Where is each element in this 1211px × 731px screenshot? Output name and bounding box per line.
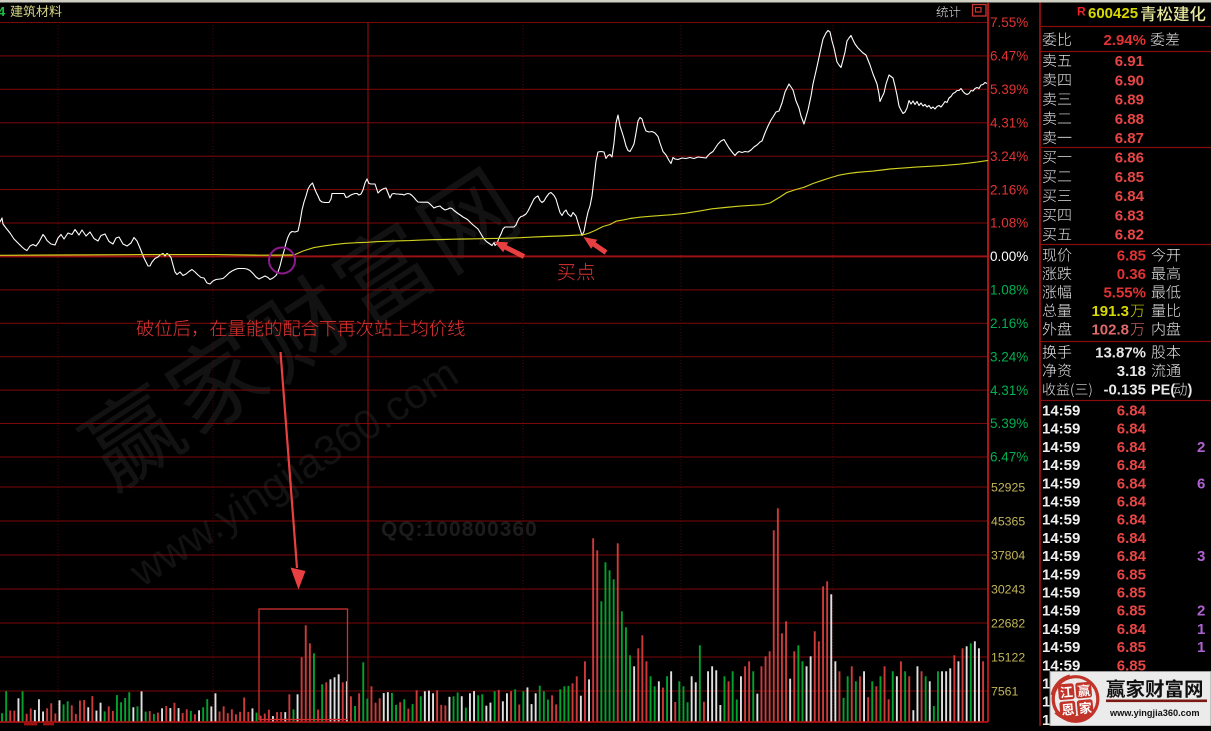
svg-text:0.36: 0.36 [1117, 266, 1146, 283]
svg-text:14:59: 14:59 [1042, 530, 1080, 547]
svg-text:6.85: 6.85 [1117, 639, 1146, 656]
svg-text:102.8: 102.8 [1091, 322, 1129, 339]
svg-text:2.16%: 2.16% [990, 182, 1028, 197]
svg-text:6.86: 6.86 [1115, 150, 1144, 167]
svg-text:6.84: 6.84 [1117, 530, 1147, 547]
svg-text:6.88: 6.88 [1115, 111, 1144, 128]
svg-text:7561: 7561 [991, 684, 1019, 698]
svg-text:6.85: 6.85 [1117, 657, 1146, 674]
svg-text:6.84: 6.84 [1117, 421, 1147, 438]
svg-text:600425: 600425 [1088, 5, 1138, 22]
svg-text:6.91: 6.91 [1115, 53, 1144, 70]
svg-text:1: 1 [1197, 639, 1205, 656]
svg-text:4.31%: 4.31% [990, 116, 1028, 131]
svg-text:22682: 22682 [991, 616, 1025, 630]
svg-text:6.84: 6.84 [1117, 403, 1147, 420]
svg-text:1.08%: 1.08% [990, 216, 1028, 231]
svg-text:PE(: PE( [1151, 383, 1175, 399]
svg-text:2.16%: 2.16% [990, 316, 1028, 331]
svg-text:1: 1 [1042, 676, 1050, 693]
svg-text:6.84: 6.84 [1117, 475, 1147, 492]
svg-text:6.84: 6.84 [1115, 188, 1145, 205]
svg-text:6.47%: 6.47% [990, 49, 1028, 64]
svg-text:): ) [1188, 383, 1193, 399]
svg-text:0.00%: 0.00% [990, 249, 1028, 264]
svg-text:15122: 15122 [991, 650, 1025, 664]
svg-text:14:59: 14:59 [1042, 512, 1080, 529]
svg-text:14:59: 14:59 [1042, 657, 1080, 674]
svg-text:6.85: 6.85 [1117, 603, 1146, 620]
svg-text:14:59: 14:59 [1042, 494, 1080, 511]
svg-text:45365: 45365 [991, 514, 1025, 528]
svg-text:2: 2 [1197, 439, 1205, 456]
svg-text:6.84: 6.84 [1117, 512, 1147, 529]
svg-text:4: 4 [0, 4, 6, 19]
svg-text:14:59: 14:59 [1042, 457, 1080, 474]
svg-text:14:59: 14:59 [1042, 403, 1080, 420]
svg-text:6.84: 6.84 [1117, 548, 1147, 565]
svg-text:www.yingjia360.com: www.yingjia360.com [1109, 708, 1200, 718]
svg-text:6.85: 6.85 [1117, 248, 1146, 265]
svg-text:14:59: 14:59 [1042, 475, 1080, 492]
svg-text:6.84: 6.84 [1117, 621, 1147, 638]
svg-text:14:59: 14:59 [1042, 566, 1080, 583]
svg-text:1: 1 [1197, 621, 1205, 638]
svg-text:2.94%: 2.94% [1103, 32, 1146, 49]
svg-text:13.87%: 13.87% [1095, 345, 1146, 362]
svg-text:6.83: 6.83 [1115, 207, 1144, 224]
svg-text:1: 1 [1042, 712, 1050, 726]
svg-text:6.84: 6.84 [1117, 494, 1147, 511]
svg-text:R: R [1077, 5, 1086, 19]
svg-text:6.90: 6.90 [1115, 72, 1144, 89]
svg-text:1.08%: 1.08% [990, 283, 1028, 298]
svg-text:30243: 30243 [991, 582, 1025, 596]
svg-text:37804: 37804 [991, 548, 1025, 562]
svg-text:6.89: 6.89 [1115, 92, 1144, 109]
svg-text:5.55%: 5.55% [1103, 285, 1146, 302]
svg-text:6: 6 [1197, 475, 1205, 492]
svg-text:3.24%: 3.24% [990, 149, 1028, 164]
svg-text:14:59: 14:59 [1042, 585, 1080, 602]
svg-text:14:59: 14:59 [1042, 421, 1080, 438]
svg-text:5.39%: 5.39% [990, 416, 1028, 431]
svg-text:4.31%: 4.31% [990, 383, 1028, 398]
svg-text:6.84: 6.84 [1117, 457, 1147, 474]
svg-text:6.82: 6.82 [1115, 227, 1144, 244]
svg-text:6.87: 6.87 [1115, 130, 1144, 147]
svg-text:5.39%: 5.39% [990, 82, 1028, 97]
svg-text:14:59: 14:59 [1042, 548, 1080, 565]
svg-text:6.85: 6.85 [1115, 169, 1144, 186]
svg-text:6.85: 6.85 [1117, 585, 1146, 602]
svg-text:6.85: 6.85 [1117, 566, 1146, 583]
svg-text:QQ:100800360: QQ:100800360 [381, 518, 538, 541]
svg-text:7.55%: 7.55% [990, 15, 1028, 30]
svg-text:6.84: 6.84 [1117, 439, 1147, 456]
svg-text:1: 1 [1042, 694, 1050, 711]
svg-text:52925: 52925 [991, 480, 1025, 494]
svg-text:-0.135: -0.135 [1103, 382, 1146, 399]
svg-text:2: 2 [1197, 603, 1205, 620]
svg-text:3.18: 3.18 [1117, 363, 1146, 380]
svg-text:14:59: 14:59 [1042, 603, 1080, 620]
svg-text:14:59: 14:59 [1042, 639, 1080, 656]
svg-text:3.24%: 3.24% [990, 349, 1028, 364]
svg-text:3: 3 [1197, 548, 1205, 565]
svg-text:6.47%: 6.47% [990, 450, 1028, 465]
svg-text:14:59: 14:59 [1042, 439, 1080, 456]
svg-text:14:59: 14:59 [1042, 621, 1080, 638]
svg-text:191.3: 191.3 [1091, 303, 1129, 320]
